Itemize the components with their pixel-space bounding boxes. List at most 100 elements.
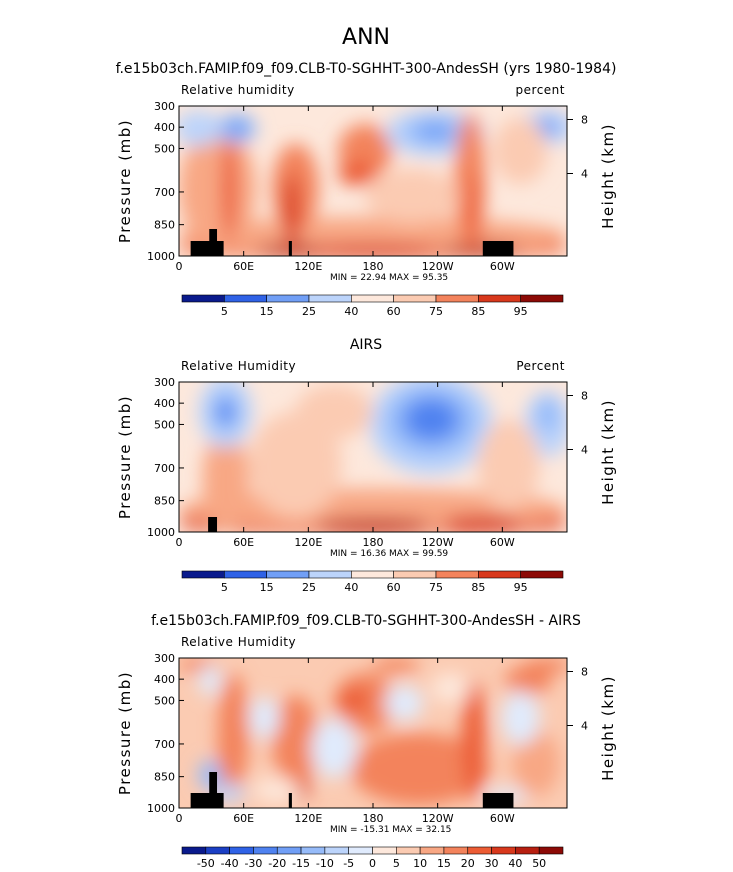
- colorbar-label: 75: [429, 581, 443, 594]
- colorbar-label: 95: [514, 581, 528, 594]
- colorbar-label: 15: [260, 305, 274, 318]
- left-label: Relative Humidity: [181, 359, 296, 373]
- contour-region: [504, 665, 552, 696]
- y-tick-label: 400: [154, 121, 175, 134]
- x-tick-label: 0: [176, 260, 183, 273]
- colorbar-box: [435, 570, 479, 579]
- contour-region: [468, 173, 480, 249]
- panels: f.e15b03ch.FAMIP.f09_f09.CLB-T0-SGHHT-30…: [116, 61, 617, 870]
- contour-region: [303, 244, 443, 256]
- height-tick-label: 8: [581, 666, 588, 679]
- colorbar-label: 85: [471, 305, 485, 318]
- colorbar-box: [253, 846, 278, 855]
- figure-title: ANN: [342, 25, 390, 50]
- colorbar-box: [308, 294, 352, 303]
- colorbar-label: 60: [387, 581, 401, 594]
- colorbar-box: [224, 570, 267, 579]
- colorbar-box: [435, 294, 479, 303]
- panel-title: AIRS: [350, 337, 382, 353]
- colorbar-box: [538, 846, 564, 855]
- colorbar-box: [181, 570, 225, 579]
- contour-region: [217, 400, 234, 424]
- min-max-text: MIN = 16.36 MAX = 99.59: [330, 549, 448, 559]
- colorbar-label: -30: [244, 857, 262, 870]
- colorbar-label: -20: [268, 857, 286, 870]
- colorbar-box: [266, 294, 310, 303]
- terrain-mask: [288, 793, 292, 808]
- terrain-mask: [190, 793, 224, 808]
- y-tick-label: 400: [154, 673, 175, 686]
- x-tick-label: 180: [363, 812, 384, 825]
- colorbar-box: [520, 570, 564, 579]
- colorbar-label: 5: [221, 305, 228, 318]
- field-blobs: [179, 109, 567, 256]
- colorbar-label: 0: [369, 857, 376, 870]
- contour-region: [407, 401, 455, 438]
- contour-field: [179, 658, 567, 808]
- colorbar-box: [205, 846, 230, 855]
- colorbar: 5 15 25 40 60 75 85 95: [181, 294, 564, 318]
- y-tick-label: 850: [154, 219, 175, 232]
- colorbar-label: 40: [344, 305, 358, 318]
- x-tick-label: 60E: [233, 536, 254, 549]
- left-label: Relative humidity: [181, 83, 295, 97]
- y-tick-label: 300: [154, 376, 175, 389]
- colorbar-box: [324, 846, 349, 855]
- terrain-mask: [288, 241, 292, 256]
- contour-region: [314, 518, 432, 531]
- y-tick-label: 700: [154, 186, 175, 199]
- contour-region: [217, 673, 249, 793]
- contour-region: [431, 673, 470, 703]
- colorbar-label: 20: [461, 857, 475, 870]
- colorbar-box: [443, 846, 469, 855]
- right-axis-title: Height (km): [599, 399, 617, 505]
- left-label: Relative Humidity: [181, 635, 296, 649]
- y-tick-label: 850: [154, 771, 175, 784]
- y-axis-title: Pressure (mb): [116, 395, 134, 519]
- colorbar-box: [393, 570, 437, 579]
- colorbar-box: [266, 570, 310, 579]
- colorbar-box: [351, 294, 394, 303]
- contour-region: [252, 778, 300, 802]
- colorbar-label: -15: [292, 857, 310, 870]
- y-tick-label: 700: [154, 738, 175, 751]
- colorbar-label: 30: [485, 857, 499, 870]
- colorbar-box: [396, 846, 421, 855]
- colorbar-box: [300, 846, 326, 855]
- contour-region: [310, 718, 358, 778]
- panel-2: AIRS Relative Humidity Percent 0 60E 120E 180 1…: [116, 337, 617, 594]
- x-tick-label: 0: [176, 812, 183, 825]
- x-tick-label: 60E: [233, 260, 254, 273]
- contour-region: [384, 685, 424, 721]
- contour-region: [283, 173, 300, 249]
- x-tick-label: 120W: [422, 536, 454, 549]
- colorbar-box: [520, 294, 564, 303]
- colorbar-label: 25: [302, 305, 316, 318]
- contour-region: [419, 124, 451, 139]
- x-tick-label: 120W: [422, 260, 454, 273]
- min-max-text: MIN = 22.94 MAX = 95.35: [330, 273, 448, 283]
- y-tick-label: 500: [154, 418, 175, 431]
- colorbar-label: 95: [514, 305, 528, 318]
- x-tick-label: 120W: [422, 812, 454, 825]
- contour-region: [179, 110, 222, 147]
- colorbar-label: 40: [344, 581, 358, 594]
- contour-region: [248, 697, 280, 739]
- colorbar-box: [515, 846, 540, 855]
- y-tick-label: 300: [154, 100, 175, 113]
- colorbar-label: 85: [471, 581, 485, 594]
- contour-region: [524, 658, 567, 673]
- colorbar-label: 50: [532, 857, 546, 870]
- contour-region: [477, 419, 540, 510]
- y-tick-label: 500: [154, 694, 175, 707]
- right-axis-title: Height (km): [599, 123, 617, 229]
- colorbar-label: 75: [429, 305, 443, 318]
- contour-region: [248, 412, 342, 517]
- x-tick-label: 0: [176, 536, 183, 549]
- panel-1: f.e15b03ch.FAMIP.f09_f09.CLB-T0-SGHHT-30…: [116, 61, 617, 318]
- x-tick-label: 120E: [294, 260, 322, 273]
- x-tick-label: 120E: [294, 536, 322, 549]
- contour-region: [349, 733, 490, 805]
- contour-region: [501, 691, 540, 745]
